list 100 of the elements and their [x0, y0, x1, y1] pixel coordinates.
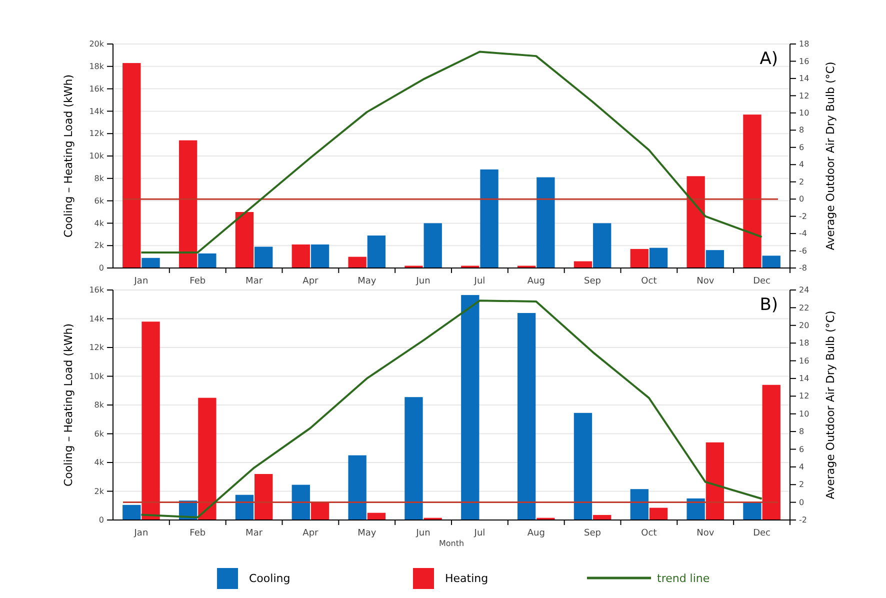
y-tick-label: 16k — [89, 84, 104, 94]
y2-tick-label: 18 — [799, 338, 810, 348]
bar — [348, 256, 366, 268]
x-tick-label: May — [358, 276, 377, 286]
bar — [254, 474, 273, 520]
x-tick-label: Jun — [415, 276, 430, 286]
legend-label: Heating — [445, 572, 488, 585]
y2-tick-label: -4 — [799, 229, 807, 238]
x-tick-label: Oct — [641, 528, 658, 538]
x-tick-label: Feb — [190, 528, 206, 538]
x-tick-label: Dec — [753, 276, 771, 286]
bar — [480, 169, 498, 268]
y2-tick-label: 10 — [799, 409, 810, 418]
bar — [630, 248, 648, 268]
y-tick-label: 6k — [94, 196, 104, 206]
x-axis-title: Month — [438, 539, 464, 548]
y2-tick-label: -8 — [799, 264, 807, 273]
y2-tick-label: 18 — [799, 40, 810, 49]
y2-tick-label: 6 — [799, 142, 804, 152]
bar — [686, 498, 705, 520]
y2-tick-label: 22 — [799, 303, 810, 312]
y-tick-label: 14k — [89, 106, 104, 116]
bar — [235, 494, 254, 520]
bar — [536, 177, 555, 268]
bar — [424, 223, 442, 268]
x-tick-label: Mar — [246, 528, 263, 538]
x-tick-label: Aug — [527, 276, 545, 286]
x-tick-label: Jan — [133, 528, 148, 538]
y2-tick-label: 10 — [799, 108, 810, 118]
legend-label: Cooling — [249, 572, 290, 585]
y-tick-label: 2k — [94, 486, 104, 496]
y-tick-label: 12k — [89, 343, 104, 352]
y2-tick-label: 8 — [799, 427, 804, 436]
bar — [292, 244, 310, 268]
y-tick-label: 8k — [94, 174, 104, 183]
bar — [142, 322, 160, 520]
y2-axis-title: Average Outdoor Air Dry Bulb (°C) — [824, 310, 837, 500]
bar — [348, 455, 366, 520]
y-tick-label: 14k — [89, 314, 104, 324]
bar — [649, 508, 668, 520]
bar — [310, 244, 330, 268]
y2-tick-label: 24 — [799, 286, 810, 295]
bar — [367, 236, 386, 268]
x-tick-label: Sep — [584, 276, 602, 286]
y2-tick-label: -2 — [799, 516, 807, 525]
bar — [574, 412, 592, 520]
y2-axis-title: Average Outdoor Air Dry Bulb (°C) — [824, 62, 837, 250]
y-tick-label: 2k — [94, 241, 104, 250]
y-tick-label: 0 — [98, 264, 104, 273]
annotation: B) — [760, 295, 778, 315]
bar — [122, 63, 141, 268]
bar — [122, 504, 141, 520]
bar — [367, 512, 386, 520]
bar — [762, 256, 780, 268]
bar — [706, 250, 724, 268]
x-tick-label: Jul — [473, 528, 486, 538]
x-tick-label: Dec — [753, 528, 771, 538]
y2-tick-label: 4 — [799, 160, 804, 170]
bar — [517, 313, 536, 520]
x-tick-label: Feb — [190, 276, 206, 286]
bar — [142, 258, 160, 268]
bar — [743, 502, 762, 520]
y2-tick-label: 12 — [799, 91, 810, 100]
y-axis-title: Cooling – Heating Load (kWh) — [62, 324, 75, 486]
bar — [461, 295, 480, 520]
bar — [706, 442, 724, 520]
y2-tick-label: 12 — [799, 392, 810, 401]
y-tick-label: 4k — [94, 458, 104, 468]
x-tick-label: Sep — [584, 528, 602, 538]
y2-tick-label: 20 — [799, 320, 810, 330]
bar — [686, 176, 705, 268]
y2-tick-label: 14 — [799, 74, 810, 84]
x-tick-label: Oct — [641, 276, 658, 286]
x-tick-label: Nov — [696, 528, 715, 538]
bar — [310, 502, 330, 520]
bar — [198, 398, 216, 520]
bar — [404, 397, 423, 520]
x-tick-label: May — [358, 528, 377, 538]
bar — [292, 484, 310, 520]
x-tick-label: Jul — [473, 276, 486, 286]
x-tick-label: Mar — [246, 276, 263, 286]
x-tick-label: Apr — [302, 528, 319, 538]
bar — [630, 489, 648, 520]
y2-tick-label: 6 — [799, 444, 804, 454]
text: trend line — [657, 572, 710, 585]
y-tick-label: 0 — [98, 516, 104, 525]
y-tick-label: 12k — [89, 129, 104, 138]
line-series — [140, 300, 763, 518]
y-tick-label: 20k — [89, 40, 104, 49]
x-tick-label: Apr — [302, 276, 319, 286]
y2-tick-label: 16 — [799, 356, 810, 366]
y2-tick-label: 14 — [799, 374, 810, 384]
y2-tick-label: 2 — [799, 480, 804, 490]
y2-tick-label: 16 — [799, 56, 810, 66]
y-tick-label: 10k — [89, 152, 104, 161]
y2-tick-label: 0 — [799, 194, 804, 204]
y-tick-label: 4k — [94, 218, 104, 228]
bar — [254, 246, 273, 268]
y-axis-title: Cooling – Heating Load (kWh) — [62, 74, 75, 238]
bar — [762, 384, 780, 520]
